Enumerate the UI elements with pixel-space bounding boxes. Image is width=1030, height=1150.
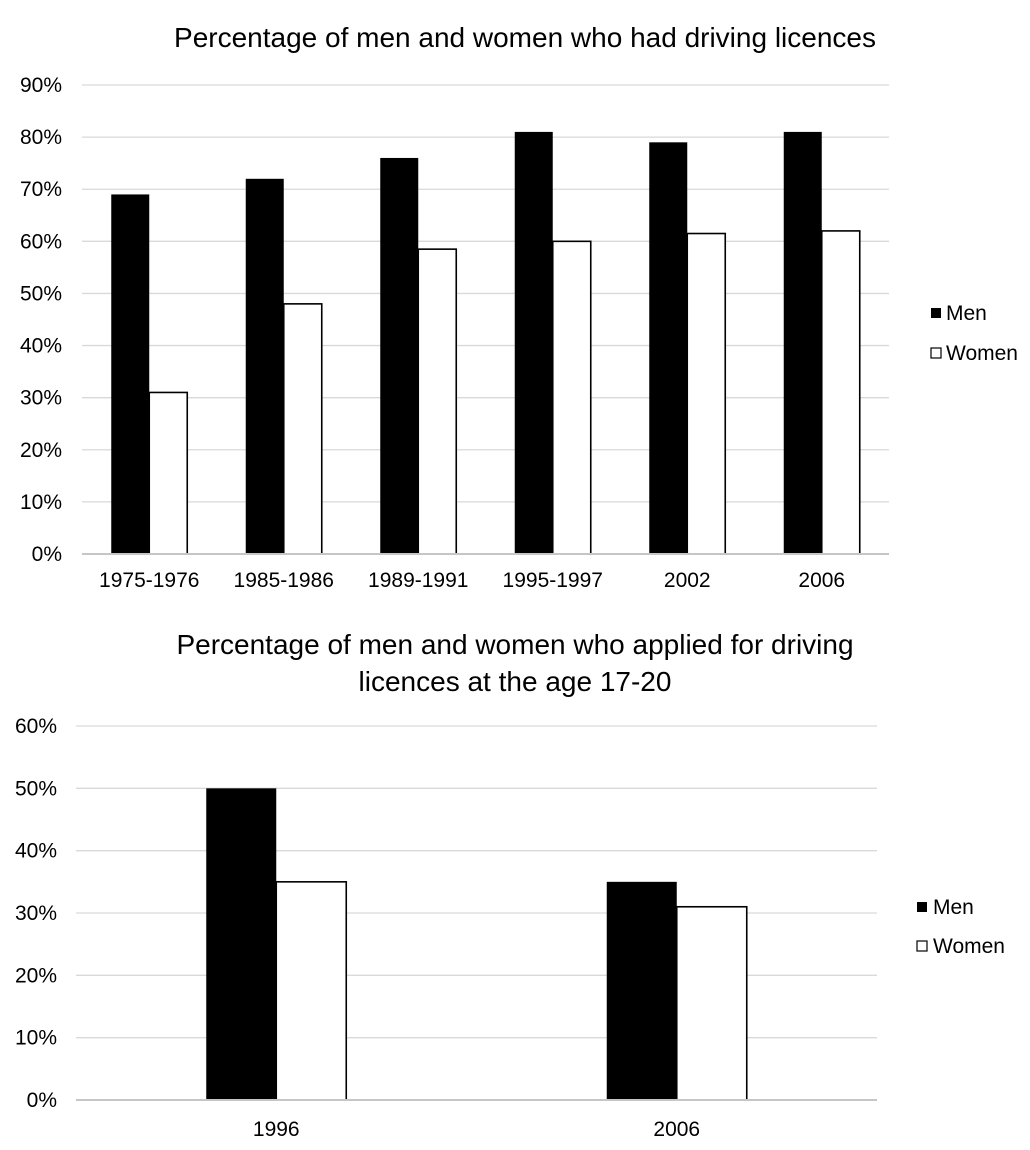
bar-women-2006: [675, 905, 748, 1101]
y-tick-label: 50%: [20, 282, 62, 305]
legend-label-women: Women: [946, 342, 1018, 365]
bar-women-1995-1997: [551, 240, 592, 555]
y-tick-label: 60%: [15, 715, 57, 738]
legend-swatch-men: [917, 902, 927, 912]
legend-label-women: Women: [933, 935, 1005, 958]
y-tick-label: 30%: [20, 387, 62, 410]
x-tick-label: 2006: [798, 569, 845, 592]
bar-men-2002: [649, 142, 688, 555]
y-tick-label: 0%: [27, 1089, 57, 1112]
x-tick-label: 2002: [664, 569, 711, 592]
legend-swatch-women: [916, 940, 928, 952]
y-tick-label: 50%: [15, 777, 57, 800]
bar-women-1985-1986: [282, 303, 323, 555]
x-tick-label: 1989-1991: [368, 569, 468, 592]
chart-title: licences at the age 17-20: [359, 666, 672, 697]
chart-driving-licences-held: Percentage of men and women who had driv…: [20, 22, 1018, 592]
bar-men-1996: [206, 788, 277, 1100]
bar-men-1975-1976: [111, 194, 150, 554]
x-tick-label: 1975-1976: [99, 569, 199, 592]
bar-men-1985-1986: [245, 178, 284, 555]
y-tick-label: 20%: [15, 964, 57, 987]
bar-women-1996: [275, 881, 348, 1101]
x-tick-label: 1985-1986: [234, 569, 334, 592]
bar-women-1975-1976: [148, 391, 189, 555]
bar-men-2006: [783, 131, 822, 554]
y-tick-label: 90%: [20, 74, 62, 97]
legend-swatch-men: [931, 308, 941, 318]
y-tick-label: 70%: [20, 178, 62, 201]
y-tick-label: 60%: [20, 230, 62, 253]
y-tick-label: 30%: [15, 902, 57, 925]
y-tick-label: 10%: [15, 1027, 57, 1050]
y-tick-label: 20%: [20, 439, 62, 462]
chart-title: Percentage of men and women who applied …: [176, 629, 853, 660]
x-tick-label: 1995-1997: [503, 569, 603, 592]
chart-title: Percentage of men and women who had driv…: [174, 22, 876, 53]
y-tick-label: 40%: [15, 840, 57, 863]
legend-swatch-women: [930, 347, 942, 359]
bar-women-2006: [820, 230, 861, 555]
bar-women-1989-1991: [417, 248, 458, 555]
chart-licence-applications-age-17-20: Percentage of men and women who applied …: [15, 629, 1005, 1141]
bar-men-1995-1997: [514, 131, 553, 554]
bar-men-2006: [606, 881, 677, 1100]
legend-label-men: Men: [933, 896, 974, 919]
legend-label-men: Men: [946, 302, 987, 325]
x-tick-label: 1996: [253, 1118, 300, 1141]
y-tick-label: 10%: [20, 491, 62, 514]
y-tick-label: 80%: [20, 126, 62, 149]
bar-men-1989-1991: [380, 157, 419, 554]
y-tick-label: 40%: [20, 335, 62, 358]
bar-women-2002: [686, 232, 727, 555]
x-tick-label: 2006: [653, 1118, 700, 1141]
y-tick-label: 0%: [32, 543, 62, 566]
